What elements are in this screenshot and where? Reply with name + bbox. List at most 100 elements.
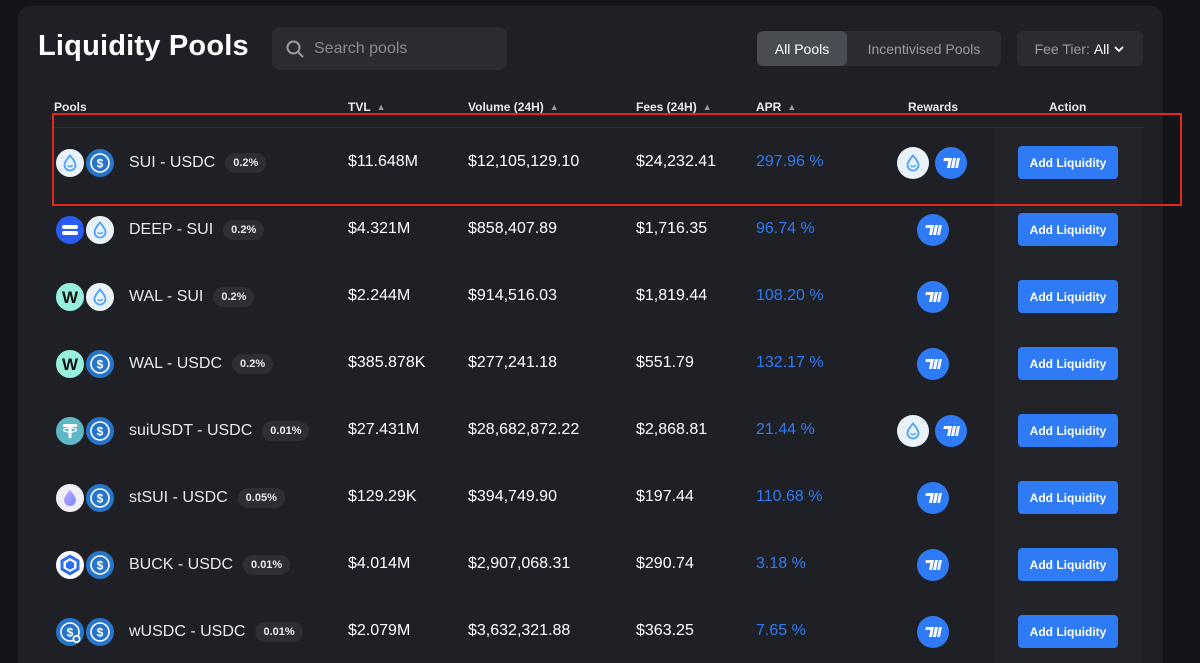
- wal-icon: W: [54, 281, 86, 313]
- volume-value: $3,632,321.88: [468, 622, 571, 639]
- fees-value: $363.25: [636, 622, 694, 639]
- add-liquidity-button[interactable]: Add Liquidity: [1018, 481, 1118, 514]
- turbos-icon: [917, 549, 949, 581]
- apr-value: 3.18 %: [756, 555, 806, 572]
- tab-all-pools[interactable]: All Pools: [757, 31, 847, 66]
- add-liquidity-button[interactable]: Add Liquidity: [1018, 146, 1118, 179]
- rewards-cell: [917, 348, 949, 380]
- tvl-value: $129.29K: [348, 488, 417, 505]
- pool-name-cell: WAL - SUI 0.2%: [129, 287, 255, 307]
- apr-value: 110.68 %: [756, 488, 823, 505]
- usdc-icon: $: [84, 482, 116, 514]
- token-pair-icons: $ $: [54, 616, 118, 648]
- volume-value: $914,516.03: [468, 287, 557, 304]
- pool-pair-label: DEEP - SUI: [129, 221, 214, 238]
- fee-badge: 0.2%: [223, 220, 265, 240]
- add-liquidity-button[interactable]: Add Liquidity: [1018, 213, 1118, 246]
- svg-text:$: $: [97, 492, 104, 506]
- tvl-value: $4.014M: [348, 555, 411, 572]
- add-liquidity-button[interactable]: Add Liquidity: [1018, 548, 1118, 581]
- sui-icon: [897, 415, 929, 447]
- sort-icon[interactable]: ▲: [702, 102, 712, 112]
- fee-tier-dropdown[interactable]: Fee Tier: All: [1017, 31, 1143, 66]
- sui-icon: [84, 281, 116, 313]
- pool-name-cell: stSUI - USDC 0.05%: [129, 488, 285, 508]
- token-pair-icons: [54, 214, 118, 246]
- fee-badge: 0.2%: [213, 287, 255, 307]
- pool-name-cell: suiUSDT - USDC 0.01%: [129, 421, 310, 441]
- token-pair-icons: $: [54, 415, 118, 447]
- rewards-cell: [917, 616, 949, 648]
- sort-icon[interactable]: ▲: [787, 102, 797, 112]
- wusdc-icon: $: [54, 616, 86, 648]
- add-liquidity-button[interactable]: Add Liquidity: [1018, 347, 1118, 380]
- volume-value: $12,105,129.10: [468, 153, 580, 170]
- fee-badge: 0.01%: [262, 421, 310, 441]
- col-fees[interactable]: Fees (24H) ▲: [636, 100, 712, 114]
- fee-badge: 0.2%: [232, 354, 274, 374]
- search-input[interactable]: [314, 39, 494, 58]
- col-action-label: Action: [1049, 100, 1087, 114]
- svg-text:$: $: [97, 626, 104, 640]
- rewards-cell: [897, 415, 967, 447]
- fees-value: $551.79: [636, 354, 694, 371]
- fees-value: $1,716.35: [636, 220, 708, 237]
- svg-text:$: $: [97, 358, 104, 372]
- sort-icon[interactable]: ▲: [549, 102, 559, 112]
- token-pair-icons: $: [54, 549, 118, 581]
- fee-badge: 0.01%: [243, 555, 291, 575]
- col-volume[interactable]: Volume (24H) ▲: [468, 100, 559, 114]
- table-row[interactable]: $ $ wUSDC - USDC 0.01% $2.079M $3,632,32…: [0, 597, 1200, 663]
- apr-value: 7.65 %: [756, 622, 806, 639]
- stsui-icon: [54, 482, 86, 514]
- pool-pair-label: suiUSDT - USDC: [129, 422, 253, 439]
- turbos-icon: [917, 482, 949, 514]
- turbos-icon: [917, 214, 949, 246]
- table-header: Pools TVL ▲ Volume (24H) ▲ Fees (24H) ▲ APR…: [0, 100, 1200, 116]
- pool-pair-label: BUCK - USDC: [129, 556, 234, 573]
- col-pools: Pools: [54, 100, 87, 114]
- search-icon: [286, 40, 304, 57]
- tether-icon: [54, 415, 86, 447]
- turbos-icon: [935, 415, 967, 447]
- sort-icon[interactable]: ▲: [376, 102, 386, 112]
- table-row[interactable]: W WAL - SUI 0.2% $2.244M $914,516.03 $1,…: [0, 262, 1200, 329]
- tvl-value: $27.431M: [348, 421, 420, 438]
- col-pools-label: Pools: [54, 100, 87, 114]
- table-row[interactable]: $ stSUI - USDC 0.05% $129.29K $394,749.9…: [0, 463, 1200, 530]
- volume-value: $28,682,872.22: [468, 421, 580, 438]
- add-liquidity-button[interactable]: Add Liquidity: [1018, 280, 1118, 313]
- table-row[interactable]: W $ WAL - USDC 0.2% $385.878K $277,241.1…: [0, 329, 1200, 396]
- tvl-value: $2.079M: [348, 622, 411, 639]
- search-box[interactable]: [272, 27, 507, 70]
- table-row[interactable]: $ suiUSDT - USDC 0.01% $27.431M $28,682,…: [0, 396, 1200, 463]
- col-apr-label: APR: [756, 100, 782, 114]
- volume-value: $394,749.90: [468, 488, 557, 505]
- col-volume-label: Volume (24H): [468, 100, 544, 114]
- add-liquidity-button[interactable]: Add Liquidity: [1018, 615, 1118, 648]
- rewards-cell: [917, 214, 949, 246]
- apr-value: 132.17 %: [756, 354, 824, 371]
- tvl-value: $11.648M: [348, 153, 418, 170]
- chevron-down-icon: [1115, 46, 1124, 52]
- pool-pair-label: WAL - SUI: [129, 288, 204, 305]
- col-fees-label: Fees (24H): [636, 100, 697, 114]
- col-tvl[interactable]: TVL ▲: [348, 100, 386, 114]
- pool-pair-label: wUSDC - USDC: [129, 623, 246, 640]
- table-row[interactable]: $ BUCK - USDC 0.01% $4.014M $2,907,068.3…: [0, 530, 1200, 597]
- table-row[interactable]: $ SUI - USDC 0.2% $11.648M $12,105,129.1…: [0, 128, 1200, 195]
- tab-incentivised-pools[interactable]: Incentivised Pools: [867, 40, 981, 57]
- usdc-icon: $: [84, 348, 116, 380]
- fees-value: $2,868.81: [636, 421, 708, 438]
- pool-pair-label: WAL - USDC: [129, 355, 223, 372]
- turbos-icon: [917, 616, 949, 648]
- svg-text:$: $: [97, 157, 104, 171]
- col-apr[interactable]: APR ▲: [756, 100, 796, 114]
- turbos-icon: [935, 147, 967, 179]
- table-row[interactable]: DEEP - SUI 0.2% $4.321M $858,407.89 $1,7…: [0, 195, 1200, 262]
- sui-icon: [84, 214, 116, 246]
- rewards-cell: [897, 147, 967, 179]
- fees-value: $197.44: [636, 488, 694, 505]
- token-pair-icons: W $: [54, 348, 118, 380]
- add-liquidity-button[interactable]: Add Liquidity: [1018, 414, 1118, 447]
